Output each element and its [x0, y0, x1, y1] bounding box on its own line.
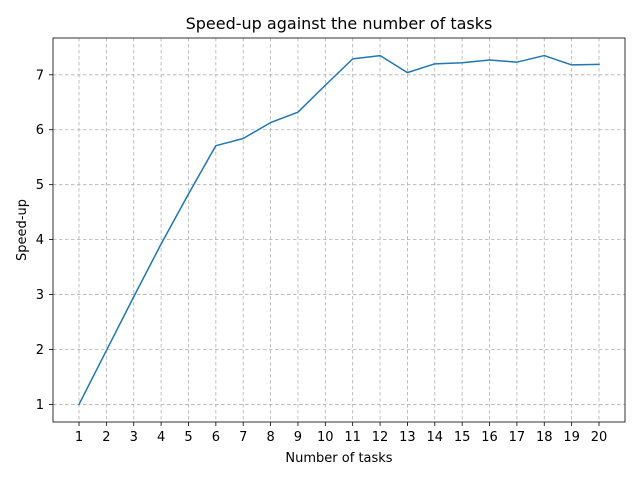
- y-tick-label: 6: [36, 123, 44, 138]
- x-tick-label: 15: [454, 430, 471, 445]
- y-tick-label: 3: [36, 288, 44, 303]
- series-line-0: [77, 54, 600, 406]
- plot-area-frame: [52, 37, 626, 423]
- y-axis-label: Speed-up: [15, 199, 30, 261]
- series-layer: [77, 54, 600, 406]
- x-tick-label: 20: [591, 430, 608, 445]
- x-tick-label: 7: [239, 430, 247, 445]
- y-tick-label: 7: [36, 68, 44, 83]
- y-tick-label: 4: [36, 233, 44, 248]
- x-tick-label: 16: [481, 430, 498, 445]
- x-tick-label: 4: [157, 430, 165, 445]
- x-tick-label: 12: [372, 430, 389, 445]
- grid-lines: [53, 38, 625, 422]
- y-tick-label: 1: [36, 398, 44, 413]
- x-tick-label: 6: [212, 430, 220, 445]
- x-tick-label: 2: [102, 430, 110, 445]
- x-tick-label: 11: [344, 430, 361, 445]
- x-tick-label: 17: [509, 430, 526, 445]
- x-tick-label: 9: [294, 430, 302, 445]
- y-tick-label: 5: [36, 178, 44, 193]
- x-tick-label: 8: [266, 430, 274, 445]
- x-tick-label: 13: [399, 430, 416, 445]
- x-tick-label: 18: [536, 430, 553, 445]
- x-tick-label: 10: [317, 430, 334, 445]
- x-tick-label: 5: [184, 430, 192, 445]
- chart-title: Speed-up against the number of tasks: [186, 14, 493, 33]
- x-tick-label: 3: [130, 430, 138, 445]
- y-tick-label: 2: [36, 343, 44, 358]
- x-tick-label: 14: [427, 430, 444, 445]
- x-tick-label: 19: [563, 430, 580, 445]
- x-tick-label: 1: [75, 430, 83, 445]
- x-axis-label: Number of tasks: [285, 451, 392, 466]
